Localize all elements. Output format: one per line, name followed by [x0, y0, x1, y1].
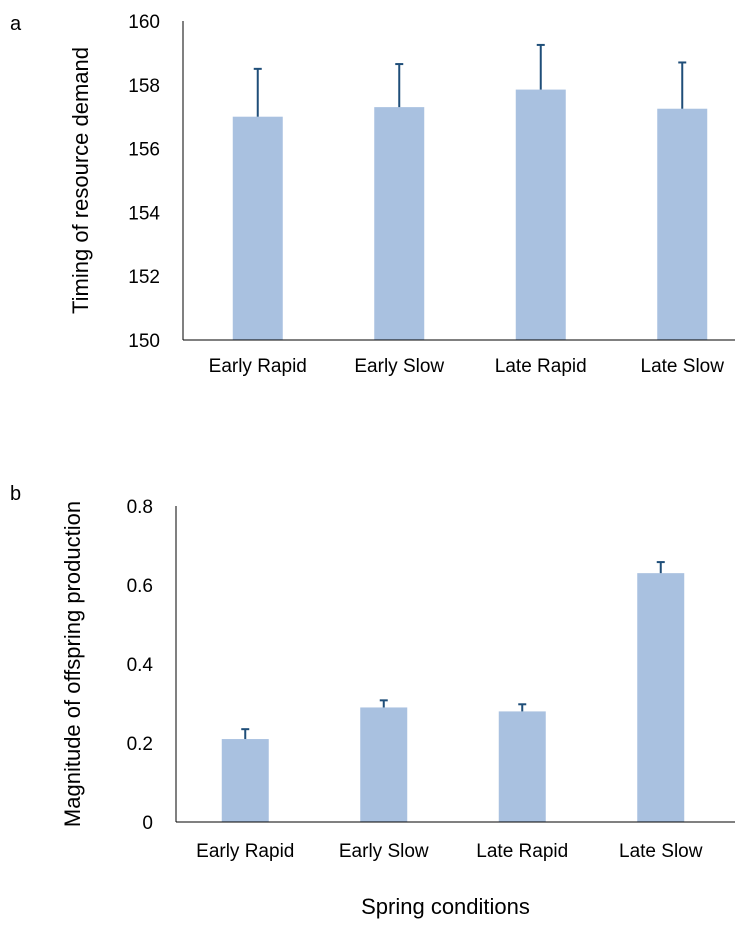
y-axis-label-b: Magnitude of offspring production: [60, 501, 85, 827]
x-tick-label: Early Rapid: [196, 841, 294, 862]
y-tick-labels-a: 150 152 154 156 158 160: [128, 12, 160, 352]
x-tick-label: Late Rapid: [476, 841, 568, 862]
x-tick-label: Early Slow: [354, 356, 444, 377]
y-tick-label: 154: [128, 203, 160, 224]
panel-label-b: b: [10, 483, 21, 505]
y-axis-label-a: Timing of resource demand: [68, 47, 93, 314]
error-bars-b: [241, 561, 665, 740]
panel-b: b Magnitude of offspring production 0 0.2…: [10, 483, 735, 919]
x-tick-label: Late Slow: [619, 841, 703, 862]
bar: [374, 107, 425, 340]
bar: [637, 573, 685, 822]
error-bars-a: [253, 43, 687, 117]
bars-a: [232, 89, 708, 341]
y-tick-label: 160: [128, 12, 160, 33]
y-tick-label: 150: [128, 331, 160, 352]
y-tick-label: 152: [128, 267, 160, 288]
x-tick-label: Late Rapid: [495, 356, 587, 377]
x-tick-labels-a: Early Rapid Early Slow Late Rapid Late Slow: [209, 356, 725, 377]
y-tick-label: 0: [142, 813, 153, 834]
x-tick-label: Early Slow: [339, 841, 429, 862]
bar: [498, 711, 546, 822]
bar: [360, 707, 408, 822]
bar: [232, 116, 283, 340]
x-axis-title: Spring conditions: [361, 894, 530, 919]
y-tick-label: 0.8: [127, 497, 153, 518]
y-tick-label: 0.6: [127, 576, 153, 597]
y-tick-label: 156: [128, 140, 160, 161]
y-tick-label: 0.4: [127, 655, 154, 676]
y-tick-label: 158: [128, 76, 160, 97]
bar: [221, 739, 269, 822]
x-tick-labels-b: Early Rapid Early Slow Late Rapid Late Slow: [196, 841, 703, 862]
bars-b: [221, 573, 685, 822]
x-tick-label: Late Slow: [641, 356, 725, 377]
bar: [657, 108, 708, 340]
y-tick-labels-b: 0 0.2 0.4 0.6 0.8: [127, 497, 154, 834]
panel-a: a Timing of resource demand 150 152 154 156…: [10, 12, 735, 377]
x-tick-label: Early Rapid: [209, 356, 307, 377]
y-tick-label: 0.2: [127, 734, 153, 755]
bar: [515, 89, 566, 341]
panel-label-a: a: [10, 13, 22, 35]
